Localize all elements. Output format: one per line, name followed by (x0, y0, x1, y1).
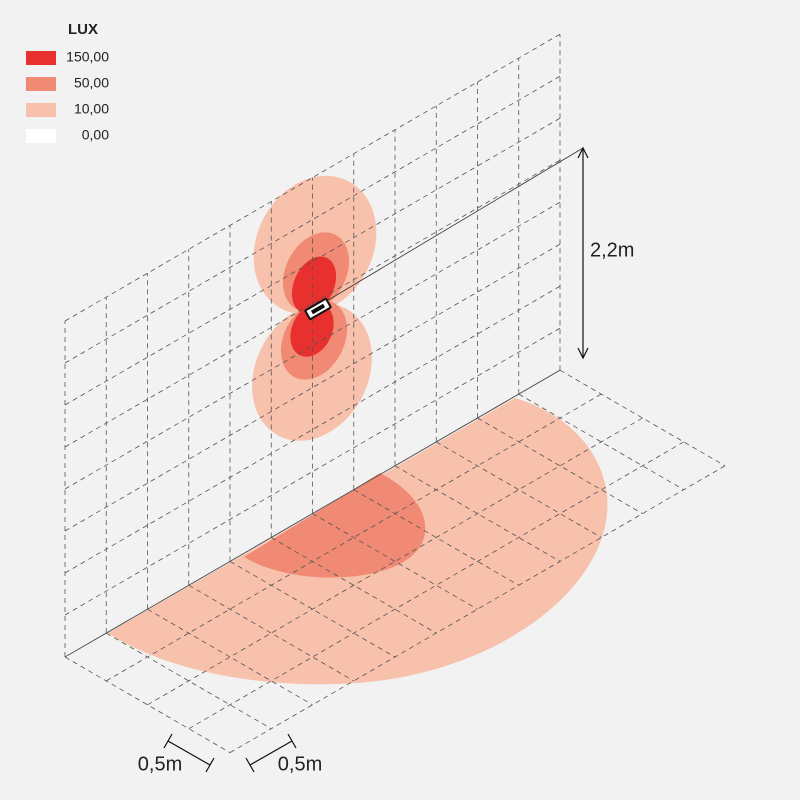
legend-title: LUX (68, 21, 98, 38)
legend-swatch (26, 129, 56, 143)
legend-label: 150,00 (66, 49, 109, 65)
grid-depth-label: 0,5m (278, 753, 322, 775)
tick (163, 733, 173, 749)
legend-label: 50,00 (74, 75, 109, 91)
tick (205, 757, 215, 773)
floor-grid-line (436, 441, 602, 538)
legend-swatch (26, 103, 56, 117)
grid-width-label: 0,5m (138, 753, 182, 775)
grid (64, 33, 726, 753)
lamp-lens (310, 303, 326, 315)
bottom-dimensions (163, 733, 297, 773)
fixture (304, 147, 584, 320)
light-zones (108, 175, 608, 685)
floor-grid-line (518, 393, 684, 491)
tick (245, 757, 255, 773)
floor-grid-line (353, 489, 519, 586)
floor-grid-line (64, 656, 231, 753)
floor-grid-line (559, 369, 726, 467)
arrowheads (577, 146, 589, 360)
floor-grid-line (229, 561, 396, 658)
floor-grid-line (106, 632, 272, 730)
legend-label: 0,00 (82, 127, 109, 143)
height-dimension (577, 146, 589, 360)
floor-grid-line (188, 584, 354, 682)
legend-swatch (26, 77, 56, 91)
beam-line (319, 147, 584, 306)
floor-grid-line (312, 513, 478, 610)
wall-zone-high (290, 303, 334, 357)
lamp (304, 298, 332, 320)
dimension-line (167, 740, 211, 766)
floor-zone-mid (244, 473, 426, 578)
legend-label: 10,00 (74, 101, 109, 117)
floor-grid-line (477, 417, 643, 514)
legend-swatch (26, 51, 56, 65)
legend: 150,00 50,00 10,00 0,00 (26, 49, 109, 143)
height-label: 2,2m (590, 239, 634, 261)
floor-grid-line (147, 608, 313, 706)
dimension-line (249, 740, 293, 766)
floor-grid-line (271, 537, 437, 634)
wall-base-line (64, 369, 561, 658)
tick (287, 733, 297, 749)
floor-grid-line (394, 465, 561, 562)
